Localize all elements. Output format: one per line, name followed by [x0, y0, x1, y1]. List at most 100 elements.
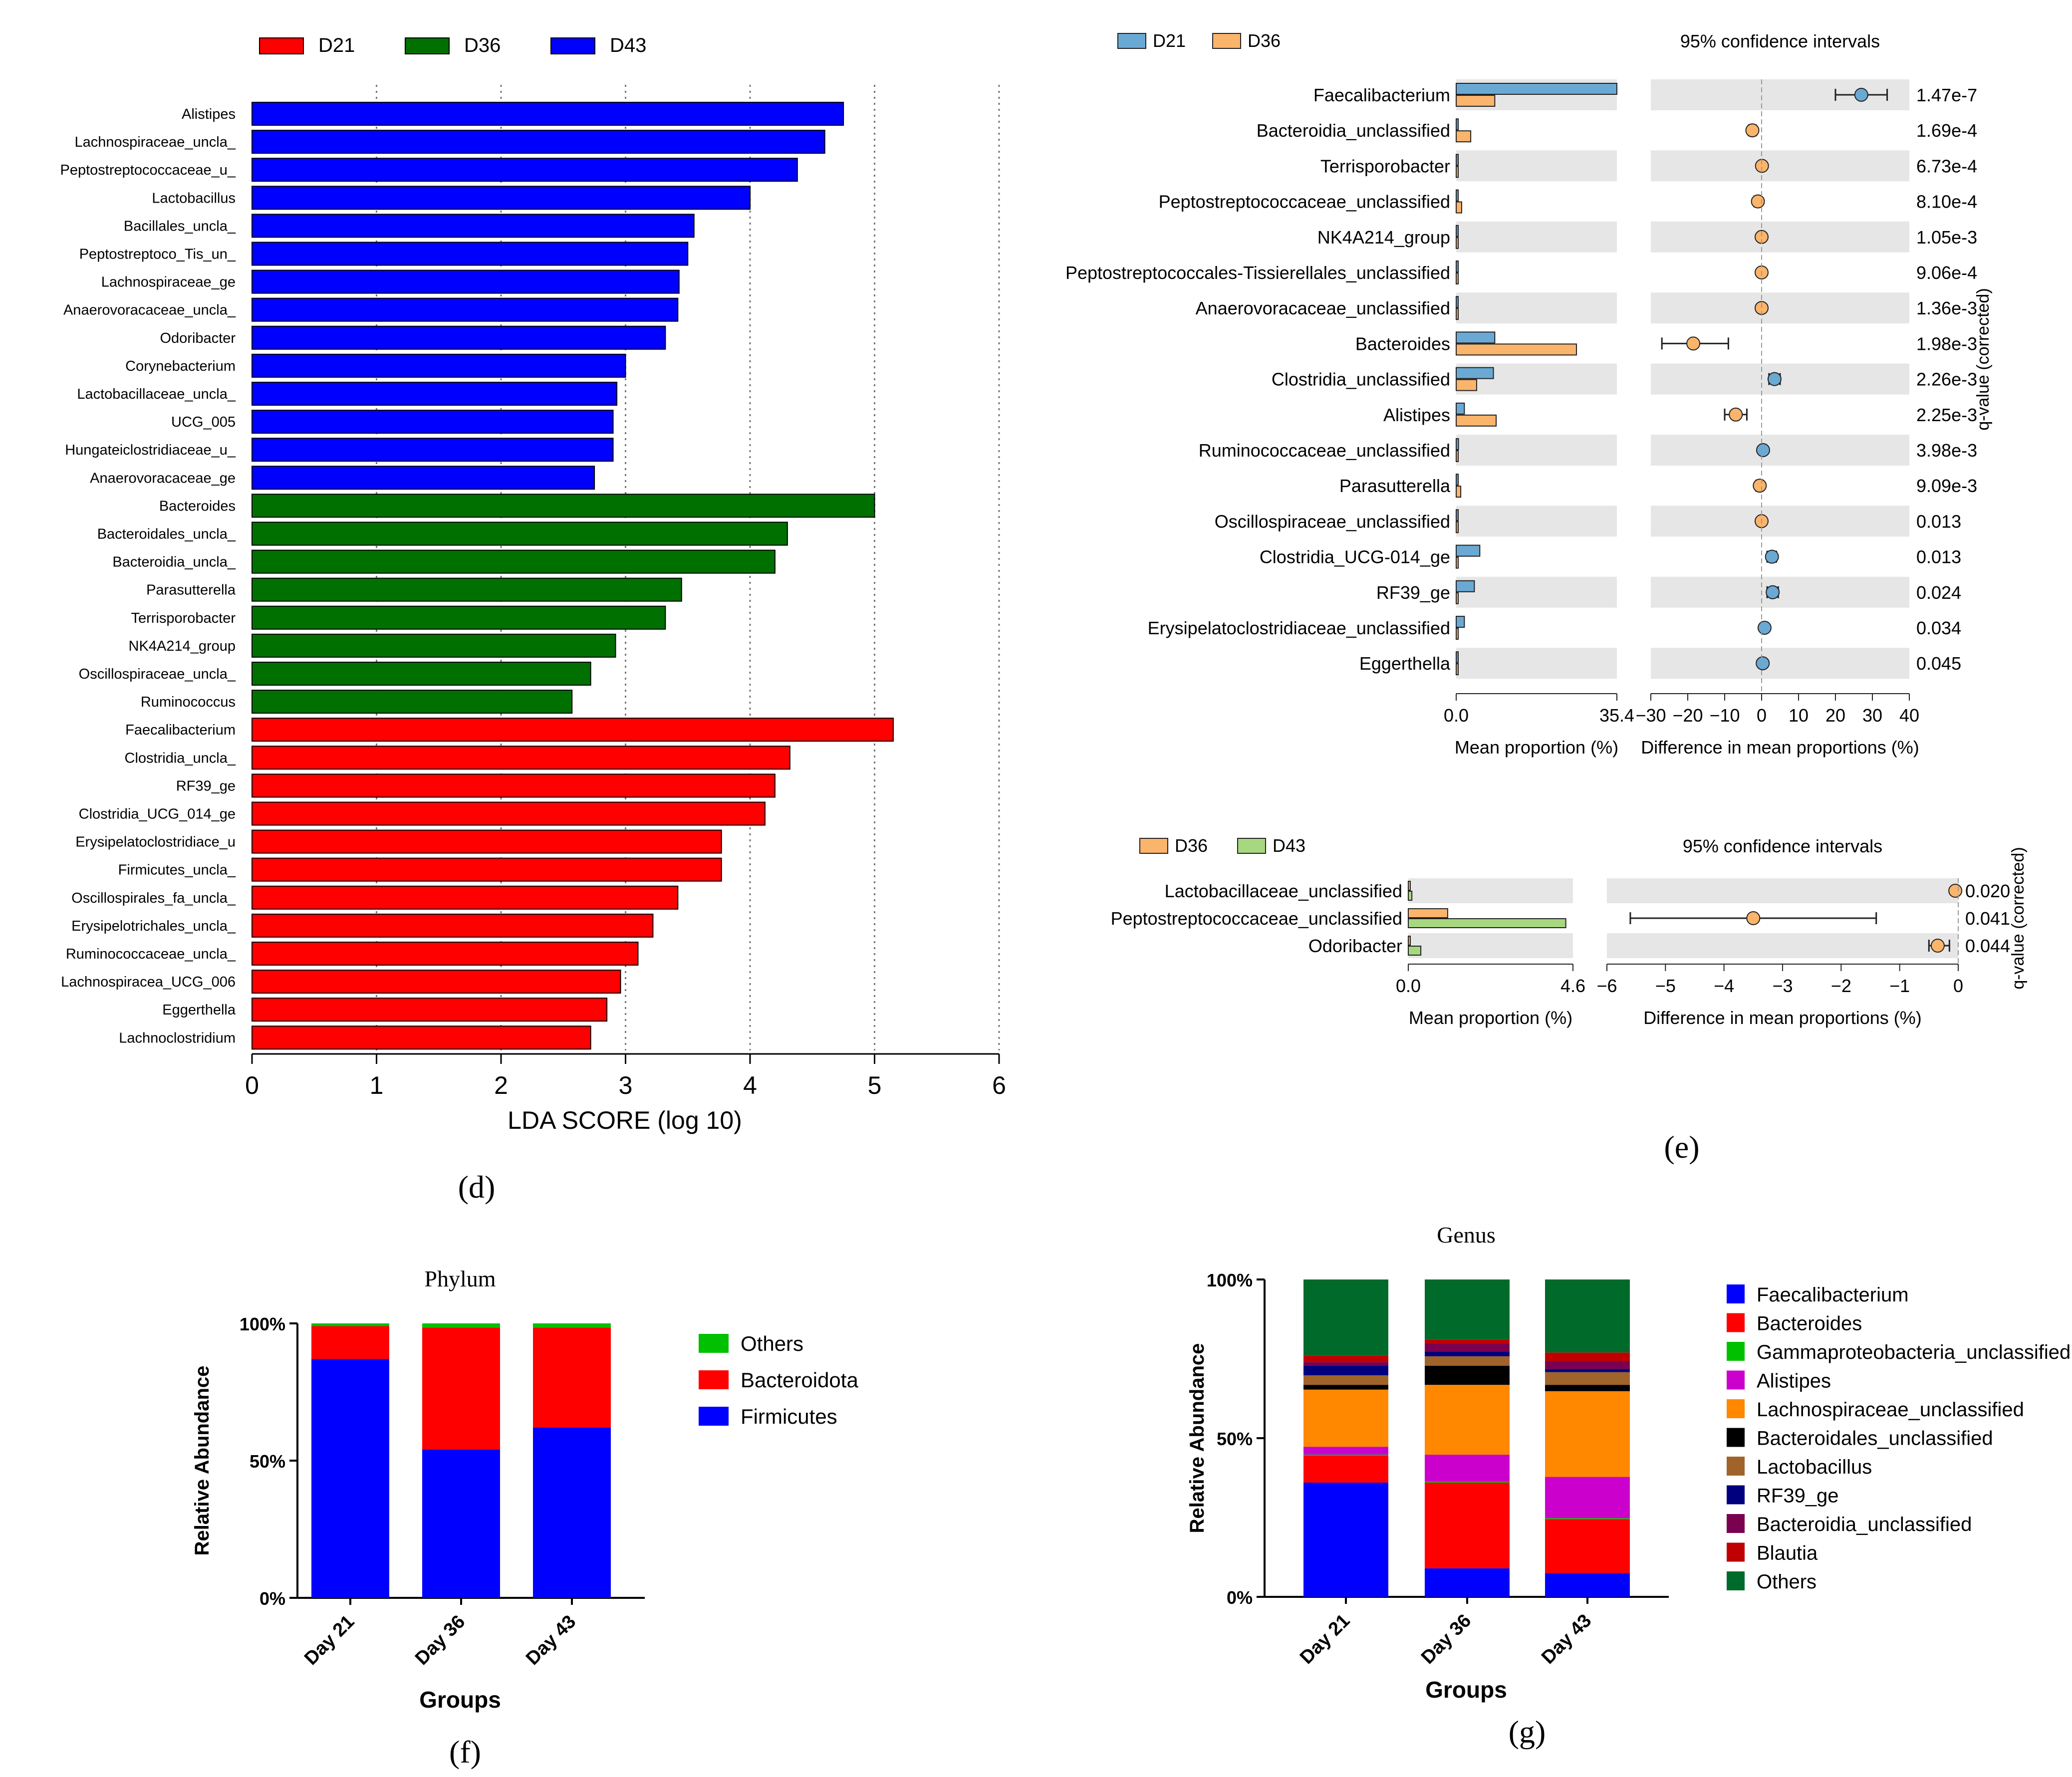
- bar: [252, 662, 591, 686]
- legend-swatch: [699, 1370, 729, 1389]
- q-axis-title: q-value (corrected): [1974, 288, 1993, 430]
- category-label: Firmicutes_uncla_: [118, 862, 236, 878]
- stack-segment: [1545, 1279, 1630, 1353]
- row-stripe-diff: [1607, 933, 1958, 958]
- taxon-label: Ruminococcaceae_unclassified: [1199, 440, 1450, 461]
- row-stripe-diff: [1651, 150, 1909, 182]
- x-axis-title: Groups: [419, 1687, 501, 1713]
- legend-label: Gammaproteobacteria_unclassified: [1757, 1341, 2071, 1363]
- mean-bar-b: [1456, 166, 1459, 178]
- stack-segment: [1545, 1352, 1630, 1361]
- y-tick-label: 50%: [250, 1451, 285, 1472]
- legend-label-d43: D43: [610, 34, 646, 56]
- q-value: 1.36e-3: [1916, 298, 1977, 318]
- mean-bar-a: [1408, 936, 1411, 946]
- mean-bar-a: [1456, 260, 1459, 272]
- mean-tick-label: 0.0: [1444, 705, 1469, 726]
- x-tick-label: Day 21: [300, 1611, 358, 1669]
- bar: [252, 857, 722, 882]
- bar: [252, 494, 875, 518]
- q-value: 0.013: [1916, 511, 1961, 531]
- row-stripe-mean: [1456, 221, 1617, 253]
- x-tick-label: 0: [245, 1071, 259, 1099]
- diff-tick-label: −10: [1709, 705, 1740, 726]
- category-label: Lachnospiracea_UCG_006: [61, 974, 236, 990]
- legend-swatch-d43: [1237, 838, 1266, 854]
- diff-point: [1753, 479, 1767, 493]
- x-tick-label: Day 21: [1296, 1610, 1354, 1668]
- bar: [252, 158, 798, 182]
- legend-swatch-d36: [1212, 33, 1241, 49]
- bar: [252, 1025, 591, 1050]
- stack-segment: [1303, 1385, 1388, 1390]
- legend-swatch: [1727, 1284, 1745, 1303]
- y-axis-title: Relative Abundance: [1186, 1343, 1208, 1533]
- mean-bar-a: [1456, 474, 1459, 486]
- diff-tick-label: −2: [1831, 976, 1851, 996]
- stack-segment: [422, 1450, 500, 1598]
- legend-label-d36: D36: [1175, 835, 1208, 856]
- mean-bar-a: [1456, 509, 1459, 521]
- diff-point: [1765, 549, 1779, 564]
- bar: [252, 297, 679, 322]
- mean-bar-b: [1456, 450, 1459, 462]
- legend-swatch: [1727, 1399, 1745, 1418]
- taxon-label: Bacteroidia_unclassified: [1257, 120, 1450, 141]
- panel-label-d: (d): [458, 1169, 496, 1205]
- taxon-label: Peptostreptococcales-Tissierellales_uncl…: [1065, 262, 1450, 283]
- category-label: Bacillales_uncla_: [124, 218, 236, 234]
- mean-bar-b: [1456, 628, 1459, 640]
- mean-bar-b: [1408, 918, 1566, 928]
- diff-tick-label: −1: [1889, 976, 1910, 996]
- q-value: 0.041: [1965, 908, 2010, 929]
- diff-axis-title: Difference in mean proportions (%): [1643, 1008, 1922, 1028]
- stack-segment: [1425, 1279, 1510, 1340]
- q-value: 9.09e-3: [1916, 476, 1977, 496]
- q-value: 0.044: [1965, 936, 2010, 956]
- panel-e-bottom-extended-error-bar: D36 D43 95% confidence intervals Lactobacil…: [1111, 835, 2028, 1028]
- diff-tick-label: −30: [1635, 705, 1666, 726]
- diff-point: [1686, 336, 1701, 351]
- mean-bar-a: [1456, 331, 1496, 344]
- row-stripe-diff: [1607, 878, 1958, 903]
- bar: [252, 521, 788, 546]
- mean-bar-a: [1456, 367, 1494, 379]
- legend-label-d21: D21: [318, 34, 355, 56]
- legend-swatch: [1727, 1542, 1745, 1562]
- row-stripe-mean: [1456, 576, 1617, 608]
- legend-label: Firmicutes: [741, 1405, 837, 1428]
- mean-bar-b: [1456, 521, 1459, 533]
- stack-segment: [1303, 1389, 1388, 1447]
- mean-bar-b: [1456, 592, 1459, 604]
- category-label: Peptostreptococcaceae_u_: [60, 162, 236, 178]
- legend-swatch: [1727, 1457, 1745, 1476]
- mean-bar-b: [1408, 946, 1422, 956]
- taxon-label: RF39_ge: [1376, 582, 1450, 603]
- mean-bar-b: [1456, 343, 1577, 356]
- stack-segment: [1303, 1279, 1388, 1356]
- bar: [252, 130, 825, 154]
- legend-label: Bacteroidota: [741, 1368, 858, 1392]
- stack-segment: [1545, 1361, 1630, 1369]
- q-value: 1.47e-7: [1916, 85, 1977, 105]
- bar: [252, 633, 616, 658]
- row-stripe-diff: [1651, 506, 1909, 537]
- mean-bar-a: [1408, 881, 1411, 891]
- bar: [252, 382, 618, 406]
- category-label: NK4A214_group: [129, 638, 236, 654]
- legend-label-d36: D36: [1248, 30, 1281, 51]
- q-value: 8.10e-4: [1916, 192, 1977, 212]
- mean-bar-b: [1456, 414, 1497, 427]
- taxon-label: Odoribacter: [1308, 936, 1402, 956]
- stack-segment: [1425, 1482, 1510, 1483]
- legend-swatch-d36: [405, 37, 450, 54]
- mean-bar-b: [1456, 237, 1459, 249]
- taxon-label: Terrisporobacter: [1320, 156, 1450, 176]
- category-label: Ruminococcaceae_uncla_: [66, 946, 236, 962]
- q-value: 9.06e-4: [1916, 262, 1977, 283]
- row-stripe-diff: [1651, 648, 1909, 679]
- row-stripe-mean: [1456, 150, 1617, 182]
- row-stripe-mean: [1456, 435, 1617, 466]
- x-tick-label: 4: [743, 1071, 757, 1099]
